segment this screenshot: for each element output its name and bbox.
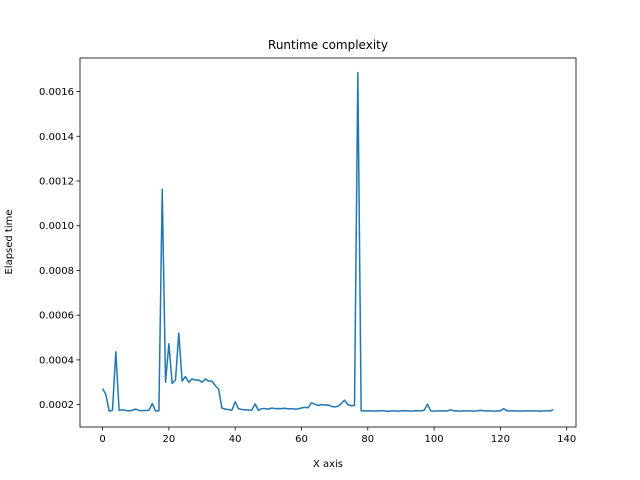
y-tick-label: 0.0014 — [39, 132, 74, 143]
series-layer — [101, 71, 554, 413]
x-tick-label: 60 — [295, 434, 308, 445]
y-tick-label: 0.0012 — [39, 177, 74, 188]
y-axis-label: Elapsed time — [4, 209, 15, 274]
series-line-0 — [101, 71, 554, 413]
y-tick-label: 0.0008 — [39, 266, 74, 277]
y-tick-label: 0.0004 — [39, 355, 74, 366]
x-tick-label: 120 — [491, 434, 510, 445]
x-axis-label: X axis — [313, 459, 343, 470]
y-tick-label: 0.0016 — [39, 87, 74, 98]
x-tick-label: 140 — [557, 434, 576, 445]
x-tick-label: 0 — [99, 434, 105, 445]
x-axis: 0 20 40 60 80 100 120 140 — [99, 427, 576, 445]
y-axis: 0.0002 0.0004 0.0006 0.0008 0.0010 0.0012 0.00… — [39, 87, 80, 411]
plot-area — [79, 57, 577, 428]
x-tick-label: 40 — [229, 434, 242, 445]
y-tick-label: 0.0010 — [39, 221, 74, 232]
x-tick-label: 20 — [162, 434, 175, 445]
chart-title: Runtime complexity — [268, 38, 388, 52]
x-tick-label: 80 — [361, 434, 374, 445]
y-tick-label: 0.0002 — [39, 400, 74, 411]
x-tick-label: 100 — [425, 434, 444, 445]
y-tick-label: 0.0006 — [39, 311, 74, 322]
plot-frame — [79, 57, 577, 428]
